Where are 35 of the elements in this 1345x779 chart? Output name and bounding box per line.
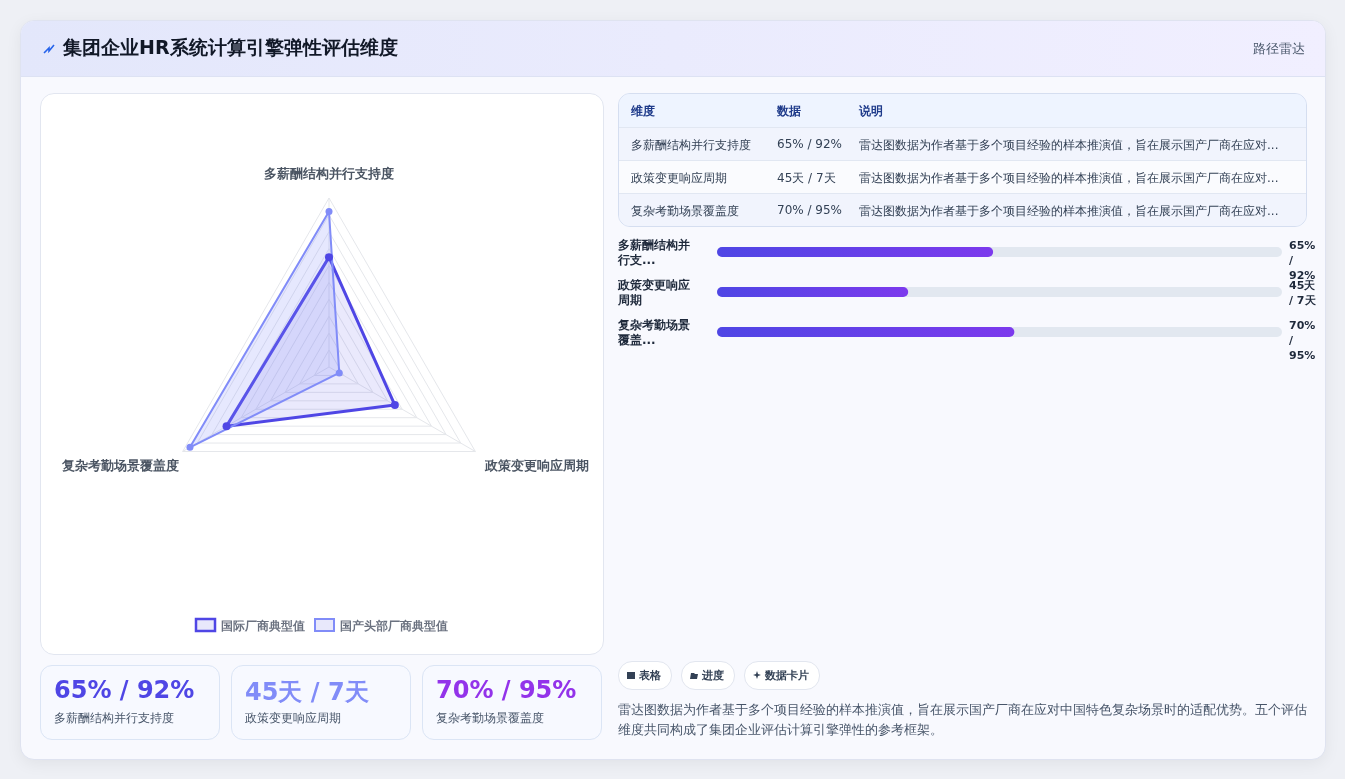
y-tick-label: 政策变更响应周期: [618, 278, 691, 308]
text: 70% / 95%: [436, 676, 577, 704]
text: 多薪酬结构并行支持度: [54, 711, 174, 726]
y-tick-label: 复杂考勤场景覆盖...: [618, 318, 691, 348]
text: 45天 / 7天: [777, 170, 836, 187]
text: 表格: [639, 669, 661, 682]
spoke-label: 复杂考勤场景覆盖度: [61, 458, 180, 474]
text: 进度: [702, 669, 724, 682]
text: 70% / 95%: [777, 203, 843, 217]
spoke-label: 多薪酬结构并行支持度: [264, 166, 394, 182]
text: 雷达图数据为作者基于多个项目经验的样本推演值，旨在展示国产厂商在应对中国特色复杂场景时的适配优势。五个评估维度共同构成了集团企业评估计算引擎弹性的参考框架。: [618, 701, 1308, 739]
text: 多薪酬结构并行支持度: [631, 137, 751, 154]
text: 集团企业HR系统计算引擎弹性评估维度: [63, 35, 398, 60]
data-label: 70% / 95%: [1289, 318, 1317, 363]
spoke-label: 政策变更响应周期: [484, 458, 590, 474]
text: 65% / 92%: [54, 676, 195, 704]
text: 复杂考勤场景覆盖度: [436, 711, 544, 726]
text: 复杂考勤场景覆盖度: [631, 203, 739, 220]
text: 65% / 92%: [777, 137, 843, 151]
text: 雷达图数据为作者基于多个项目经验的样本推演值，旨在展示国产厂商在应对...: [859, 203, 1279, 220]
legend-label: 国际厂商典型值: [221, 619, 305, 633]
text: 维度: [631, 103, 655, 120]
y-tick-label: 多薪酬结构并行支...: [618, 238, 691, 268]
data-label: 65% / 92%: [1289, 238, 1317, 282]
text: 路径雷达: [1253, 40, 1305, 58]
data-label: 45天 / 7天: [1289, 279, 1317, 308]
text: 政策变更响应周期: [631, 170, 727, 187]
text: 45天 / 7天: [245, 677, 369, 708]
text: 数据卡片: [765, 669, 809, 682]
text: 数据: [777, 103, 801, 120]
text: 雷达图数据为作者基于多个项目经验的样本推演值，旨在展示国产厂商在应对...: [859, 170, 1279, 187]
text: 说明: [859, 103, 883, 120]
text: 雷达图数据为作者基于多个项目经验的样本推演值，旨在展示国产厂商在应对...: [859, 137, 1279, 154]
text: 政策变更响应周期: [245, 711, 341, 726]
legend-label: 国产头部厂商典型值: [340, 619, 448, 633]
